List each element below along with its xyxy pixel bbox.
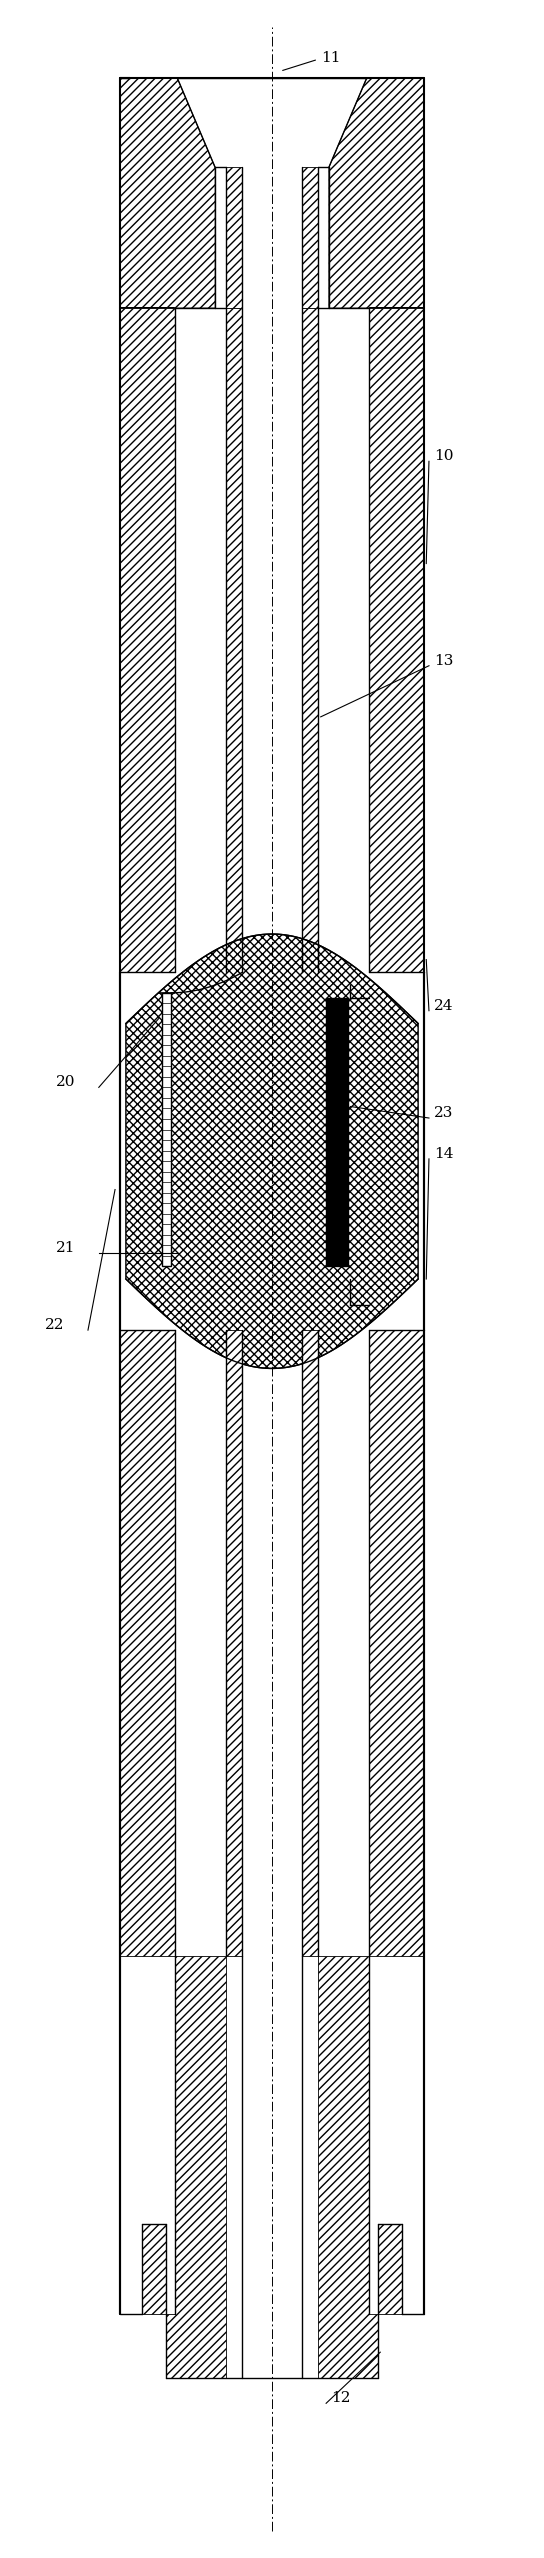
Text: 23: 23: [434, 1105, 454, 1120]
Text: 11: 11: [321, 51, 340, 64]
Text: 21: 21: [55, 1241, 75, 1256]
Bar: [326, 998, 348, 1266]
Text: 10: 10: [434, 450, 454, 463]
Bar: [162, 993, 171, 1266]
Polygon shape: [329, 79, 424, 307]
Polygon shape: [226, 307, 242, 972]
Text: 24: 24: [434, 998, 454, 1013]
Polygon shape: [120, 79, 215, 307]
Text: 20: 20: [55, 1074, 75, 1090]
Polygon shape: [369, 307, 424, 972]
Polygon shape: [126, 934, 418, 1369]
Polygon shape: [226, 166, 242, 307]
Text: 14: 14: [434, 1146, 454, 1161]
Polygon shape: [302, 166, 318, 307]
Polygon shape: [302, 307, 318, 972]
Polygon shape: [226, 1330, 242, 1957]
Text: 12: 12: [331, 2392, 351, 2405]
Text: 22: 22: [45, 1317, 64, 1333]
Text: 13: 13: [434, 655, 454, 668]
Polygon shape: [318, 1330, 424, 2379]
Polygon shape: [120, 307, 175, 972]
Polygon shape: [302, 1330, 318, 1957]
Polygon shape: [120, 1330, 226, 2379]
